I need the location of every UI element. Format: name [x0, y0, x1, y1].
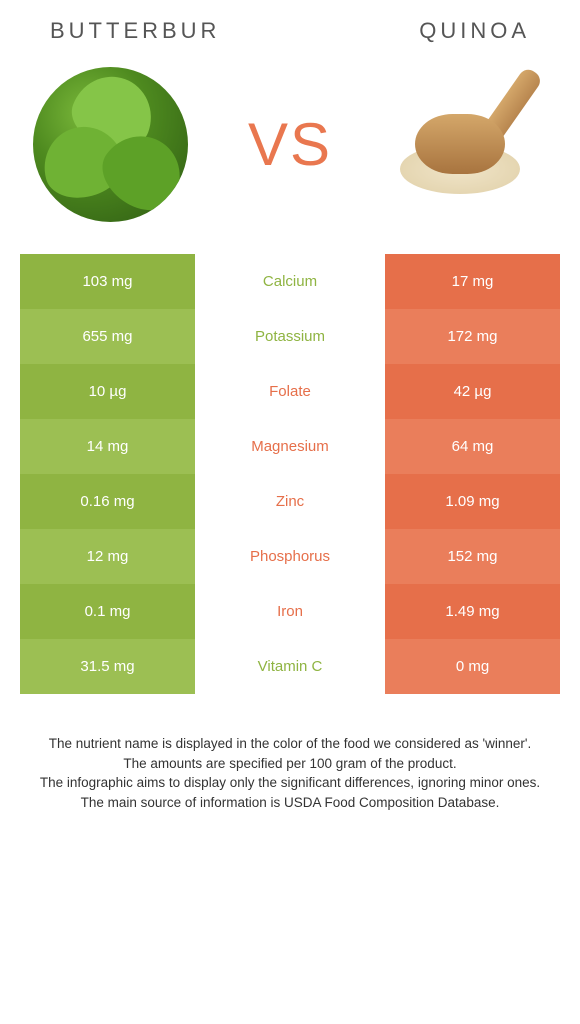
footer-line: The amounts are specified per 100 gram o… [20, 754, 560, 774]
nutrient-name: Potassium [195, 309, 385, 364]
nutrient-name: Vitamin C [195, 639, 385, 694]
table-row: 655 mgPotassium172 mg [20, 309, 560, 364]
value-right: 0 mg [385, 639, 560, 694]
header: BUTTERBUR QUINOA [0, 0, 580, 54]
nutrient-name: Magnesium [195, 419, 385, 474]
value-left: 0.16 mg [20, 474, 195, 529]
value-right: 1.49 mg [385, 584, 560, 639]
nutrient-name: Iron [195, 584, 385, 639]
footer-line: The nutrient name is displayed in the co… [20, 734, 560, 754]
table-row: 10 µgFolate42 µg [20, 364, 560, 419]
value-left: 103 mg [20, 254, 195, 309]
value-left: 12 mg [20, 529, 195, 584]
value-right: 172 mg [385, 309, 560, 364]
quinoa-image [390, 64, 550, 224]
footer-notes: The nutrient name is displayed in the co… [0, 694, 580, 812]
title-right: QUINOA [419, 18, 530, 44]
title-left: BUTTERBUR [50, 18, 220, 44]
value-right: 42 µg [385, 364, 560, 419]
table-row: 103 mgCalcium17 mg [20, 254, 560, 309]
value-right: 152 mg [385, 529, 560, 584]
nutrient-name: Calcium [195, 254, 385, 309]
butterbur-image [30, 64, 190, 224]
value-left: 31.5 mg [20, 639, 195, 694]
table-row: 0.16 mgZinc1.09 mg [20, 474, 560, 529]
nutrient-name: Folate [195, 364, 385, 419]
nutrient-name: Zinc [195, 474, 385, 529]
value-left: 0.1 mg [20, 584, 195, 639]
value-right: 17 mg [385, 254, 560, 309]
value-right: 1.09 mg [385, 474, 560, 529]
vs-label: VS [248, 110, 332, 179]
value-left: 14 mg [20, 419, 195, 474]
footer-line: The infographic aims to display only the… [20, 773, 560, 793]
table-row: 31.5 mgVitamin C0 mg [20, 639, 560, 694]
value-left: 10 µg [20, 364, 195, 419]
footer-line: The main source of information is USDA F… [20, 793, 560, 813]
table-row: 0.1 mgIron1.49 mg [20, 584, 560, 639]
nutrient-name: Phosphorus [195, 529, 385, 584]
table-row: 14 mgMagnesium64 mg [20, 419, 560, 474]
value-left: 655 mg [20, 309, 195, 364]
hero-row: VS [0, 54, 580, 254]
nutrient-table: 103 mgCalcium17 mg655 mgPotassium172 mg1… [20, 254, 560, 694]
value-right: 64 mg [385, 419, 560, 474]
table-row: 12 mgPhosphorus152 mg [20, 529, 560, 584]
